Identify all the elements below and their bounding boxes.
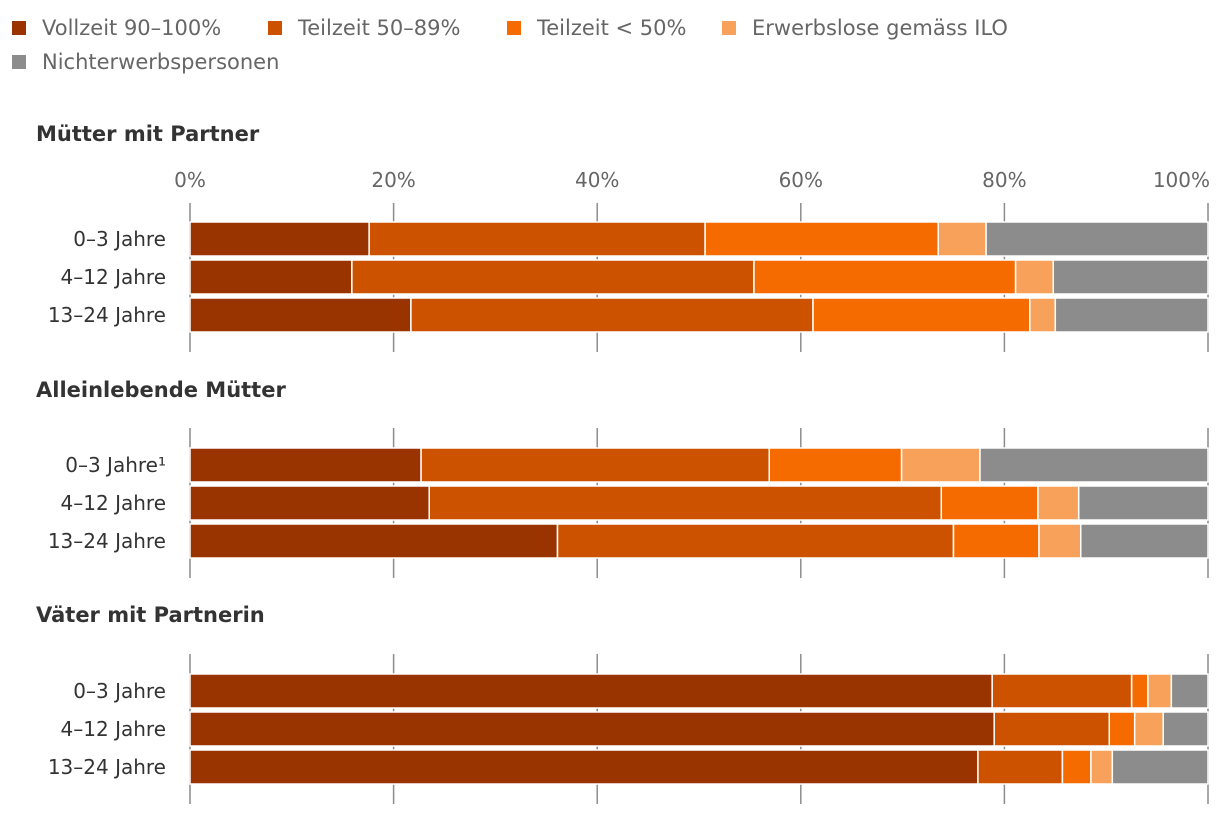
bar-segment	[189, 523, 559, 559]
bar-segment	[1133, 711, 1164, 747]
legend-swatch	[268, 21, 282, 35]
legend-swatch	[12, 55, 26, 69]
bar-segment	[420, 447, 770, 483]
bar-segment	[556, 523, 955, 559]
bar-segment	[812, 297, 1031, 333]
bar-segment	[189, 259, 353, 295]
bar-segment	[1077, 485, 1209, 521]
bar-segment	[368, 221, 706, 257]
chart-panels: Mütter mit Partner 0% 20% 40% 60% 80% 100% 0–3 …	[36, 122, 1210, 804]
row-label: 13–24 Jahre	[48, 755, 166, 779]
chart-panel: Mütter mit Partner 0% 20% 40% 60% 80% 100% 0–3 …	[36, 122, 1210, 352]
row-label: 13–24 Jahre	[48, 303, 166, 327]
legend-item: Vollzeit 90–100%	[12, 16, 221, 40]
chart-panel: Alleinlebende Mütter 0–3 Jahre¹ 4–12 Jahre…	[36, 378, 1209, 578]
legend-item: Teilzeit 50–89%	[268, 16, 460, 40]
legend-swatch	[722, 21, 736, 35]
bar-segment	[1037, 485, 1080, 521]
bar-segment	[189, 297, 412, 333]
legend-label: Teilzeit 50–89%	[297, 16, 460, 40]
bar-segment	[1080, 523, 1209, 559]
legend-swatch	[12, 21, 26, 35]
x-tick-label: 40%	[575, 168, 619, 192]
row-label: 0–3 Jahre¹	[65, 453, 166, 477]
bar-segment	[1052, 259, 1209, 295]
bar-segment	[977, 749, 1064, 785]
bar-segment	[1061, 749, 1092, 785]
bar-segment	[1111, 749, 1209, 785]
bar-segment	[1170, 673, 1209, 709]
bar-segment	[1090, 749, 1114, 785]
bar-segment	[189, 447, 422, 483]
bar-segment	[1054, 297, 1209, 333]
bar-segment	[189, 221, 370, 257]
bar-segment	[1014, 259, 1055, 295]
bar-segment	[1029, 297, 1057, 333]
legend-label: Nichterwerbspersonen	[42, 50, 279, 74]
x-tick-label: 100%	[1153, 168, 1210, 192]
bar-segment	[428, 485, 943, 521]
bar-segment	[1162, 711, 1209, 747]
panel-title: Alleinlebende Mütter	[36, 378, 286, 402]
bar-segment	[189, 485, 430, 521]
row-label: 4–12 Jahre	[61, 491, 166, 515]
bar-segment	[704, 221, 939, 257]
legend-item: Nichterwerbspersonen	[12, 50, 279, 74]
legend-label: Erwerbslose gemäss ILO	[752, 16, 1008, 40]
legend: Vollzeit 90–100% Teilzeit 50–89% Teilzeit …	[12, 16, 1008, 74]
bar-segment	[768, 447, 903, 483]
bar-segment	[979, 447, 1209, 483]
bar-segment	[993, 711, 1111, 747]
bar-segment	[991, 673, 1133, 709]
bar-segment	[753, 259, 1017, 295]
bar-segment	[1147, 673, 1173, 709]
bar-segment	[189, 711, 995, 747]
x-tick-label: 60%	[779, 168, 823, 192]
bar-segment	[1108, 711, 1136, 747]
bar-segment	[900, 447, 981, 483]
row-label: 4–12 Jahre	[61, 717, 166, 741]
bar-segment	[1130, 673, 1149, 709]
x-tick-label: 0%	[174, 168, 206, 192]
panel-title: Väter mit Partnerin	[36, 603, 265, 627]
bar-segment	[351, 259, 755, 295]
row-label: 0–3 Jahre	[73, 227, 166, 251]
bar-segment	[189, 749, 979, 785]
bar-segment	[940, 485, 1039, 521]
bar-segment	[985, 221, 1209, 257]
bar-segment	[1038, 523, 1082, 559]
bar-segment	[952, 523, 1040, 559]
row-label: 4–12 Jahre	[61, 265, 166, 289]
bar-segment	[410, 297, 814, 333]
row-label: 13–24 Jahre	[48, 529, 166, 553]
bar-segment	[189, 673, 993, 709]
x-tick-label: 80%	[982, 168, 1026, 192]
legend-swatch	[507, 21, 521, 35]
legend-item: Teilzeit < 50%	[507, 16, 686, 40]
legend-item: Erwerbslose gemäss ILO	[722, 16, 1008, 40]
panel-title: Mütter mit Partner	[36, 122, 260, 146]
x-tick-label: 20%	[371, 168, 415, 192]
row-label: 0–3 Jahre	[73, 679, 166, 703]
legend-label: Teilzeit < 50%	[536, 16, 686, 40]
bar-segment	[937, 221, 987, 257]
legend-label: Vollzeit 90–100%	[42, 16, 221, 40]
chart-panel: Väter mit Partnerin 0–3 Jahre 4–12 Jahre 13…	[36, 603, 1209, 804]
